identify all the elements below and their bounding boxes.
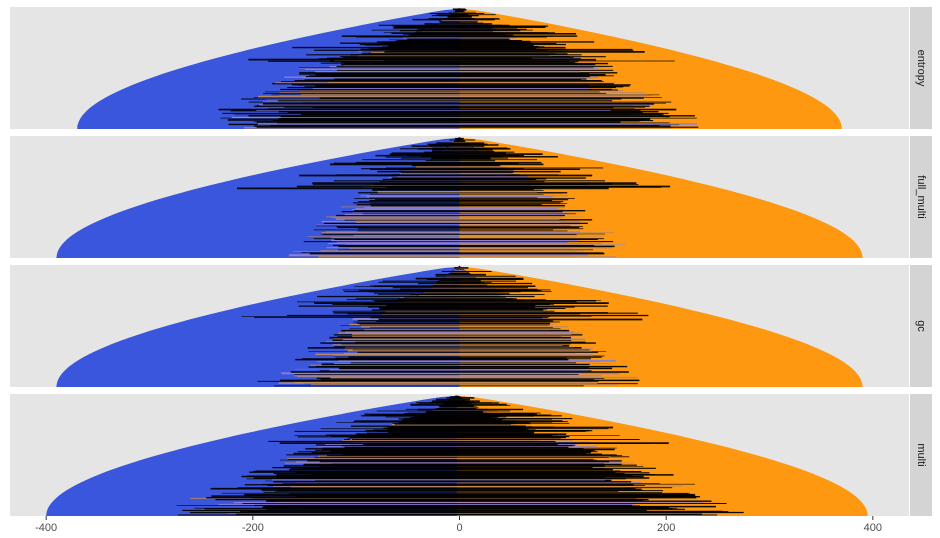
- strip-label-full_multi: full_multi: [915, 175, 927, 218]
- strip-background-full_multi: [910, 136, 932, 258]
- strip-background-entropy: [910, 7, 932, 129]
- x-tick-label-4: 400: [864, 522, 882, 534]
- x-tick-label-3: 200: [657, 522, 675, 534]
- strip-label-multi: multi: [915, 443, 927, 466]
- x-tick-label-2: 0: [456, 522, 462, 534]
- strip-background-multi: [910, 394, 932, 516]
- x-tick-label-1: -200: [242, 522, 264, 534]
- strip-label-gc: gc: [915, 320, 927, 332]
- strip-background-gc: [910, 265, 932, 387]
- strip-label-entropy: entropy: [915, 50, 927, 87]
- x-tick-label-0: -400: [35, 522, 57, 534]
